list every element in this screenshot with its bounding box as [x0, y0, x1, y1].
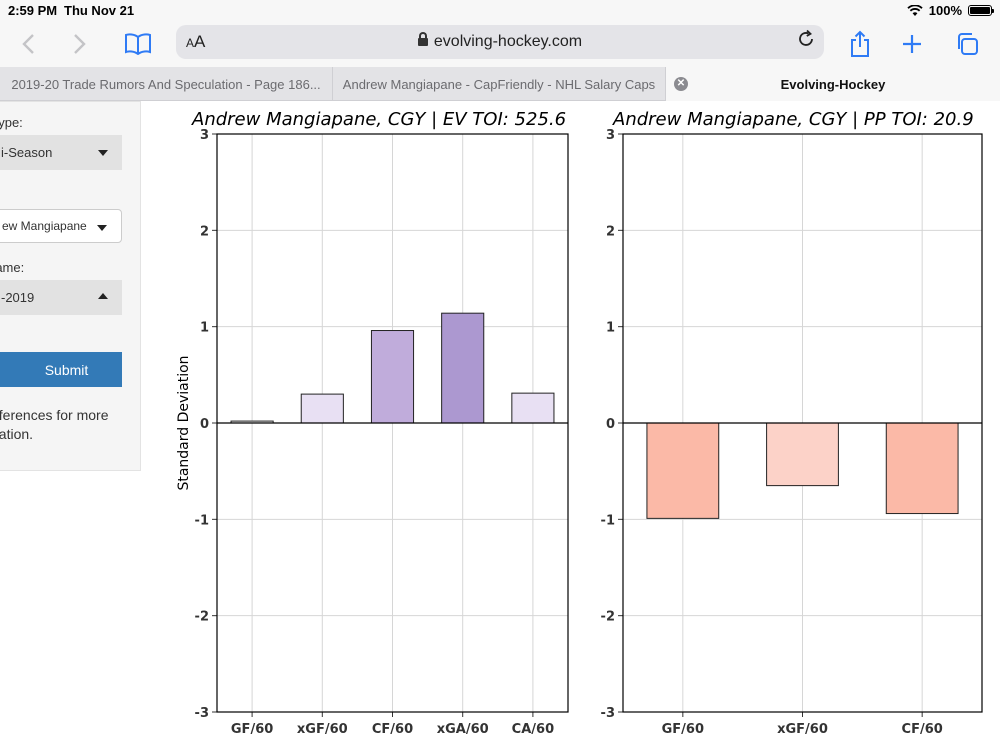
chevron-up-icon: [98, 293, 108, 299]
battery-icon: [968, 5, 994, 16]
pp-y-tick-label: 2: [606, 224, 615, 239]
back-icon[interactable]: [14, 26, 42, 62]
ev-y-tick-label: 2: [200, 224, 209, 239]
ev-x-tick-label: GF/60: [231, 722, 273, 737]
pp-x-tick-label: GF/60: [662, 722, 704, 737]
pp-y-tick-label: -3: [601, 706, 615, 721]
address-bar[interactable]: AA evolving-hockey.com: [176, 25, 824, 59]
chevron-down-icon: [98, 150, 108, 156]
pp-bar-gf-60: [646, 422, 720, 519]
type-select-value: i-Season: [1, 145, 53, 160]
lock-icon: [417, 32, 428, 46]
ev-chart-title: Andrew Mangiapane, CGY | EV TOI: 525.6: [191, 109, 566, 130]
url-text[interactable]: evolving-hockey.com: [176, 32, 824, 51]
sidebar-panel: Type: i-Season l ew Mangiapane rame: -20…: [0, 101, 141, 471]
reader-text-size-button[interactable]: AA: [186, 32, 206, 51]
chevron-down-icon: [97, 225, 107, 231]
reload-icon[interactable]: [796, 29, 816, 55]
pp-y-tick-label: -1: [601, 513, 615, 528]
pp-plot-border: [622, 133, 983, 713]
ev-plot-border: [216, 133, 569, 713]
ev-bar-chart: Andrew Mangiapane, CGY | EV TOI: 525.63 2…: [176, 109, 569, 737]
forward-icon[interactable]: [66, 26, 94, 62]
ev-x-tick-label: CF/60: [372, 722, 413, 737]
pp-bar-chart: Andrew Mangiapane, CGY | PP TOI: 20.93 2 1…: [601, 109, 983, 737]
tab-label: Andrew Mangiapane - CapFriendly - NHL Sa…: [342, 76, 656, 92]
pp-y-tick-label: -2: [601, 610, 615, 625]
ev-y-tick-label: -2: [195, 610, 209, 625]
type-label: Type:: [0, 115, 23, 130]
ev-x-tick-label: xGF/60: [297, 722, 348, 737]
ev-bar-xgf-60: [300, 393, 344, 424]
pp-x-tick-label: xGF/60: [777, 722, 828, 737]
ev-y-tick-label: 1: [200, 321, 209, 336]
type-select[interactable]: i-Season: [0, 135, 122, 170]
pp-y-tick-label: 3: [606, 128, 615, 143]
status-date: Thu Nov 21: [64, 3, 135, 18]
references-note: eferences for more nation.: [0, 407, 109, 442]
pp-chart: Andrew Mangiapane, CGY | PP TOI: 20.9 3 2 1…: [586, 101, 1000, 750]
pp-bar-cf-60: [885, 422, 959, 515]
ev-bar-xga-60: [441, 312, 485, 424]
player-select-value: ew Mangiapane: [2, 219, 87, 233]
pp-bar-xgf-60: [766, 422, 839, 487]
status-bar: 2:59 PM Thu Nov 21 100%: [0, 0, 1000, 22]
browser-toolbar: AA evolving-hockey.com: [0, 22, 1000, 67]
timeframe-label: rame:: [0, 260, 25, 275]
timeframe-select[interactable]: -2019: [0, 280, 122, 315]
battery-percent: 100%: [928, 3, 962, 18]
status-time: 2:59 PM: [8, 3, 58, 18]
ev-y-tick-label: 0: [200, 417, 209, 432]
bookmarks-icon[interactable]: [120, 26, 156, 62]
wifi-icon: [907, 4, 923, 16]
ev-bar-ca-60: [511, 392, 555, 424]
ev-y-tick-label: -3: [195, 706, 209, 721]
pp-y-tick-label: 1: [606, 321, 615, 336]
new-tab-icon[interactable]: [898, 26, 926, 62]
pp-y-tick-label: 0: [606, 417, 615, 432]
tab-trade-rumors[interactable]: 2019-20 Trade Rumors And Speculation - P…: [0, 67, 333, 101]
tab-label: 2019-20 Trade Rumors And Speculation - P…: [11, 76, 321, 92]
pp-x-tick-label: CF/60: [902, 722, 943, 737]
tab-capfriendly[interactable]: Andrew Mangiapane - CapFriendly - NHL Sa…: [333, 67, 666, 101]
share-icon[interactable]: [846, 26, 874, 62]
tab-label: Evolving-Hockey: [780, 76, 886, 92]
ev-bar-cf-60: [370, 330, 415, 424]
submit-button[interactable]: Submit: [0, 352, 122, 387]
tabs-overview-icon[interactable]: [952, 26, 982, 62]
status-right: 100%: [907, 3, 994, 18]
ev-y-axis-label: Standard Deviation: [176, 355, 192, 490]
pp-chart-title: Andrew Mangiapane, CGY | PP TOI: 20.9: [612, 109, 974, 130]
ev-y-tick-label: 3: [200, 128, 209, 143]
player-select[interactable]: ew Mangiapane: [0, 209, 122, 243]
timeframe-select-value: -2019: [1, 290, 35, 305]
ev-x-tick-label: CA/60: [512, 722, 554, 737]
ev-y-tick-label: -1: [195, 513, 209, 528]
ev-x-tick-label: xGA/60: [437, 722, 489, 737]
tab-bar: 2019-20 Trade Rumors And Speculation - P…: [0, 67, 1000, 101]
close-tab-icon[interactable]: ✕: [674, 77, 688, 91]
ev-chart: Andrew Mangiapane, CGY | EV TOI: 525.6 3 2…: [150, 101, 586, 750]
tab-evolving-hockey[interactable]: ✕ Evolving-Hockey: [666, 67, 1000, 101]
